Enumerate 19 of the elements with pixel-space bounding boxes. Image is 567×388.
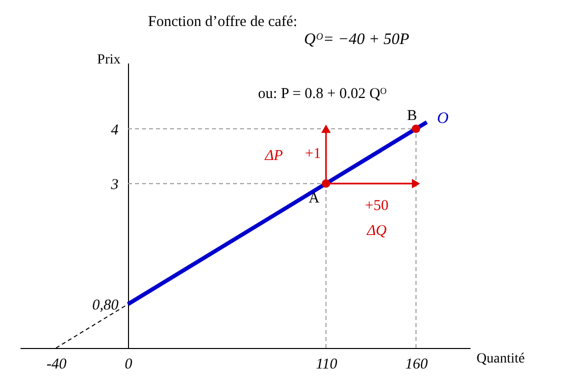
x-axis-title: Quantité xyxy=(476,352,525,366)
y-tick-label: 4 xyxy=(111,122,119,138)
annotation: B xyxy=(406,108,418,124)
annotation: ou: P = 0.8 + 0.02 Qᴼ xyxy=(258,86,388,102)
annotation: +50 xyxy=(365,198,388,214)
annotation: ΔP xyxy=(264,148,283,164)
annotation: ΔQ xyxy=(366,223,387,239)
series-label: O xyxy=(437,110,450,128)
y-tick-label: 3 xyxy=(110,177,118,194)
x-tick-label: 110 xyxy=(316,356,338,372)
x-tick-label: 160 xyxy=(405,356,428,372)
x-tick-label: -40 xyxy=(46,356,67,372)
y-axis-title: Prix xyxy=(97,52,120,68)
annotation: +1 xyxy=(305,146,321,162)
y-tick-label: 0,80 xyxy=(92,298,119,314)
chart-title: Fonction d’offre de café: xyxy=(148,14,298,30)
annotation: A xyxy=(308,190,320,207)
text: Qᴼ= −40 + 50P xyxy=(304,31,410,48)
x-tick-label: 0 xyxy=(124,356,133,372)
